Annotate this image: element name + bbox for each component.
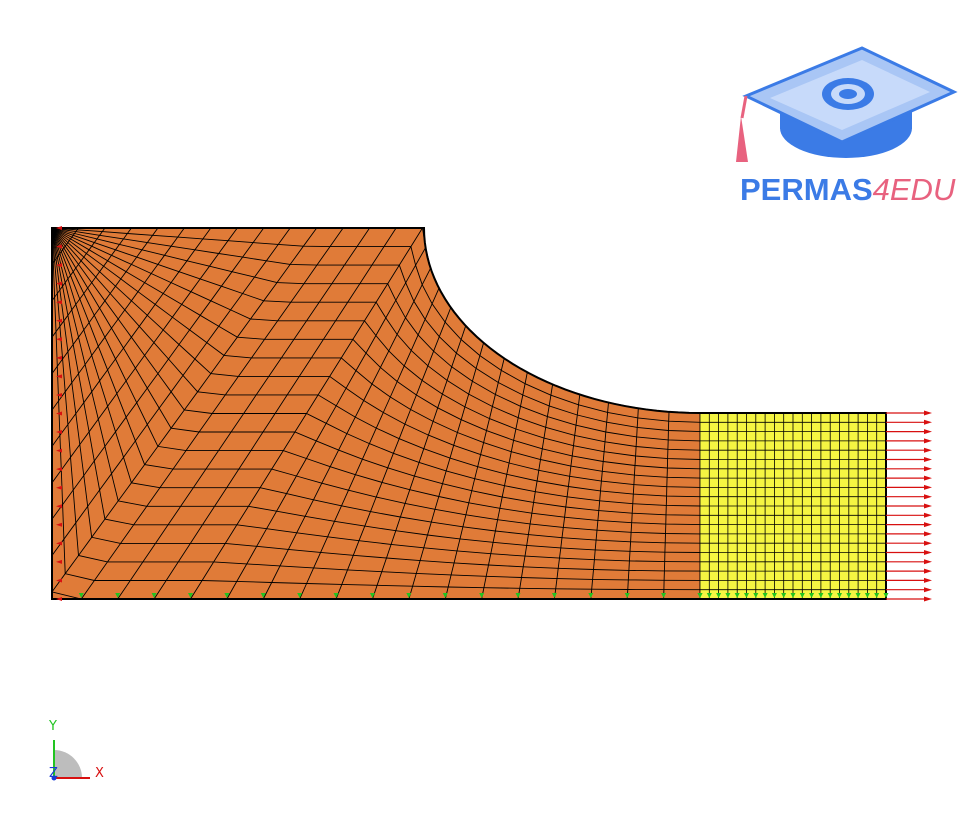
- load-arrow-icon: [56, 522, 62, 527]
- triad-z-label: Z: [49, 766, 58, 781]
- load-arrow-icon: [886, 466, 932, 472]
- support-marker-icon: [188, 593, 193, 598]
- load-arrow-icon: [886, 568, 932, 574]
- load-arrow-icon: [56, 467, 62, 472]
- support-marker-icon: [151, 593, 157, 598]
- load-arrow-icon: [56, 411, 62, 416]
- load-arrow-icon: [886, 484, 932, 490]
- load-arrow-icon: [886, 457, 932, 462]
- part-outline: [51, 227, 887, 600]
- load-arrow-icon: [886, 550, 932, 555]
- support-marker-icon: [551, 593, 557, 598]
- load-arrow-icon: [56, 355, 62, 360]
- support-marker-icon: [846, 593, 852, 598]
- load-arrow-icon: [886, 512, 932, 518]
- coordinate-triad-icon: [51, 740, 90, 781]
- load-arrow-icon: [56, 541, 62, 546]
- support-marker-icon: [771, 593, 777, 598]
- load-arrow-icon: [886, 503, 932, 509]
- load-arrow-icon: [886, 596, 932, 602]
- support-marker-icon: [883, 593, 889, 598]
- load-arrow-icon: [886, 475, 932, 481]
- support-marker-icon: [716, 593, 722, 598]
- logo-wordmark: PERMAS4EDU: [740, 172, 955, 208]
- load-arrow-icon: [56, 597, 62, 601]
- support-marker-icon: [624, 593, 630, 598]
- support-marker-icon: [837, 593, 842, 598]
- support-marker-icon: [406, 593, 412, 598]
- load-arrow-icon: [886, 494, 932, 500]
- mesh-region-block: [699, 412, 887, 600]
- load-arrow-icon: [56, 244, 62, 249]
- support-marker-icon: [818, 593, 824, 598]
- support-marker-icon: [855, 593, 861, 598]
- support-marker-icon: [874, 593, 880, 598]
- load-arrow-icon: [886, 587, 932, 593]
- load-arrow-icon: [56, 281, 62, 286]
- support-marker-icon: [479, 593, 485, 598]
- support-marker-icon: [224, 593, 230, 598]
- load-arrow-icon: [56, 430, 62, 435]
- support-marker-icon: [115, 593, 121, 598]
- load-arrow-icon: [886, 429, 932, 435]
- support-marker-icon: [799, 593, 805, 598]
- triad-y-label: Y: [49, 719, 57, 734]
- mesh-grid-lines: [51, 227, 701, 600]
- support-marker-icon: [661, 593, 667, 598]
- support-marker-icon: [78, 593, 84, 598]
- load-arrow-icon: [886, 531, 932, 537]
- left-edge-load-markers: [56, 226, 62, 601]
- support-marker-icon: [588, 593, 594, 598]
- support-marker-icon: [725, 593, 731, 598]
- support-marker-icon: [515, 593, 521, 598]
- support-marker-icon: [260, 593, 266, 598]
- load-arrow-icon: [56, 374, 62, 379]
- load-arrow-icon: [56, 448, 62, 453]
- load-arrow-icon: [886, 559, 932, 565]
- load-arrow-icon: [886, 522, 932, 528]
- load-arrow-icon: [56, 263, 62, 268]
- support-marker-icon: [864, 593, 870, 598]
- load-arrow-icon: [886, 410, 932, 416]
- support-marker-icon: [790, 593, 796, 598]
- load-arrow-icon: [886, 540, 932, 546]
- support-markers: [78, 593, 889, 598]
- support-marker-icon: [697, 593, 703, 598]
- load-arrows: [886, 410, 932, 602]
- load-arrow-icon: [56, 559, 62, 564]
- support-marker-icon: [744, 593, 749, 598]
- load-arrow-icon: [56, 337, 62, 342]
- load-arrow-icon: [886, 447, 932, 453]
- load-arrow-icon: [886, 438, 932, 444]
- triad-x-label: X: [95, 766, 104, 781]
- load-arrow-icon: [56, 578, 62, 583]
- load-arrow-icon: [886, 577, 932, 583]
- load-arrow-icon: [56, 300, 62, 305]
- support-marker-icon: [734, 593, 740, 598]
- logo-brand-sub: 4EDU: [872, 172, 956, 207]
- support-marker-icon: [809, 593, 815, 598]
- load-arrow-icon: [56, 485, 62, 490]
- support-marker-icon: [827, 593, 833, 598]
- support-marker-icon: [753, 593, 759, 598]
- graduation-cap-logo-icon: [736, 46, 958, 162]
- load-arrow-icon: [886, 419, 932, 425]
- load-arrow-icon: [56, 226, 62, 230]
- load-arrow-icon: [56, 318, 62, 323]
- support-marker-icon: [706, 593, 712, 598]
- logo-brand-main: PERMAS: [740, 172, 873, 207]
- support-marker-icon: [369, 593, 375, 598]
- support-marker-icon: [442, 593, 448, 598]
- support-marker-icon: [333, 593, 339, 598]
- load-arrow-icon: [56, 504, 62, 509]
- load-arrow-icon: [56, 392, 62, 397]
- support-marker-icon: [781, 593, 787, 598]
- support-marker-icon: [297, 593, 303, 598]
- support-marker-icon: [762, 593, 768, 598]
